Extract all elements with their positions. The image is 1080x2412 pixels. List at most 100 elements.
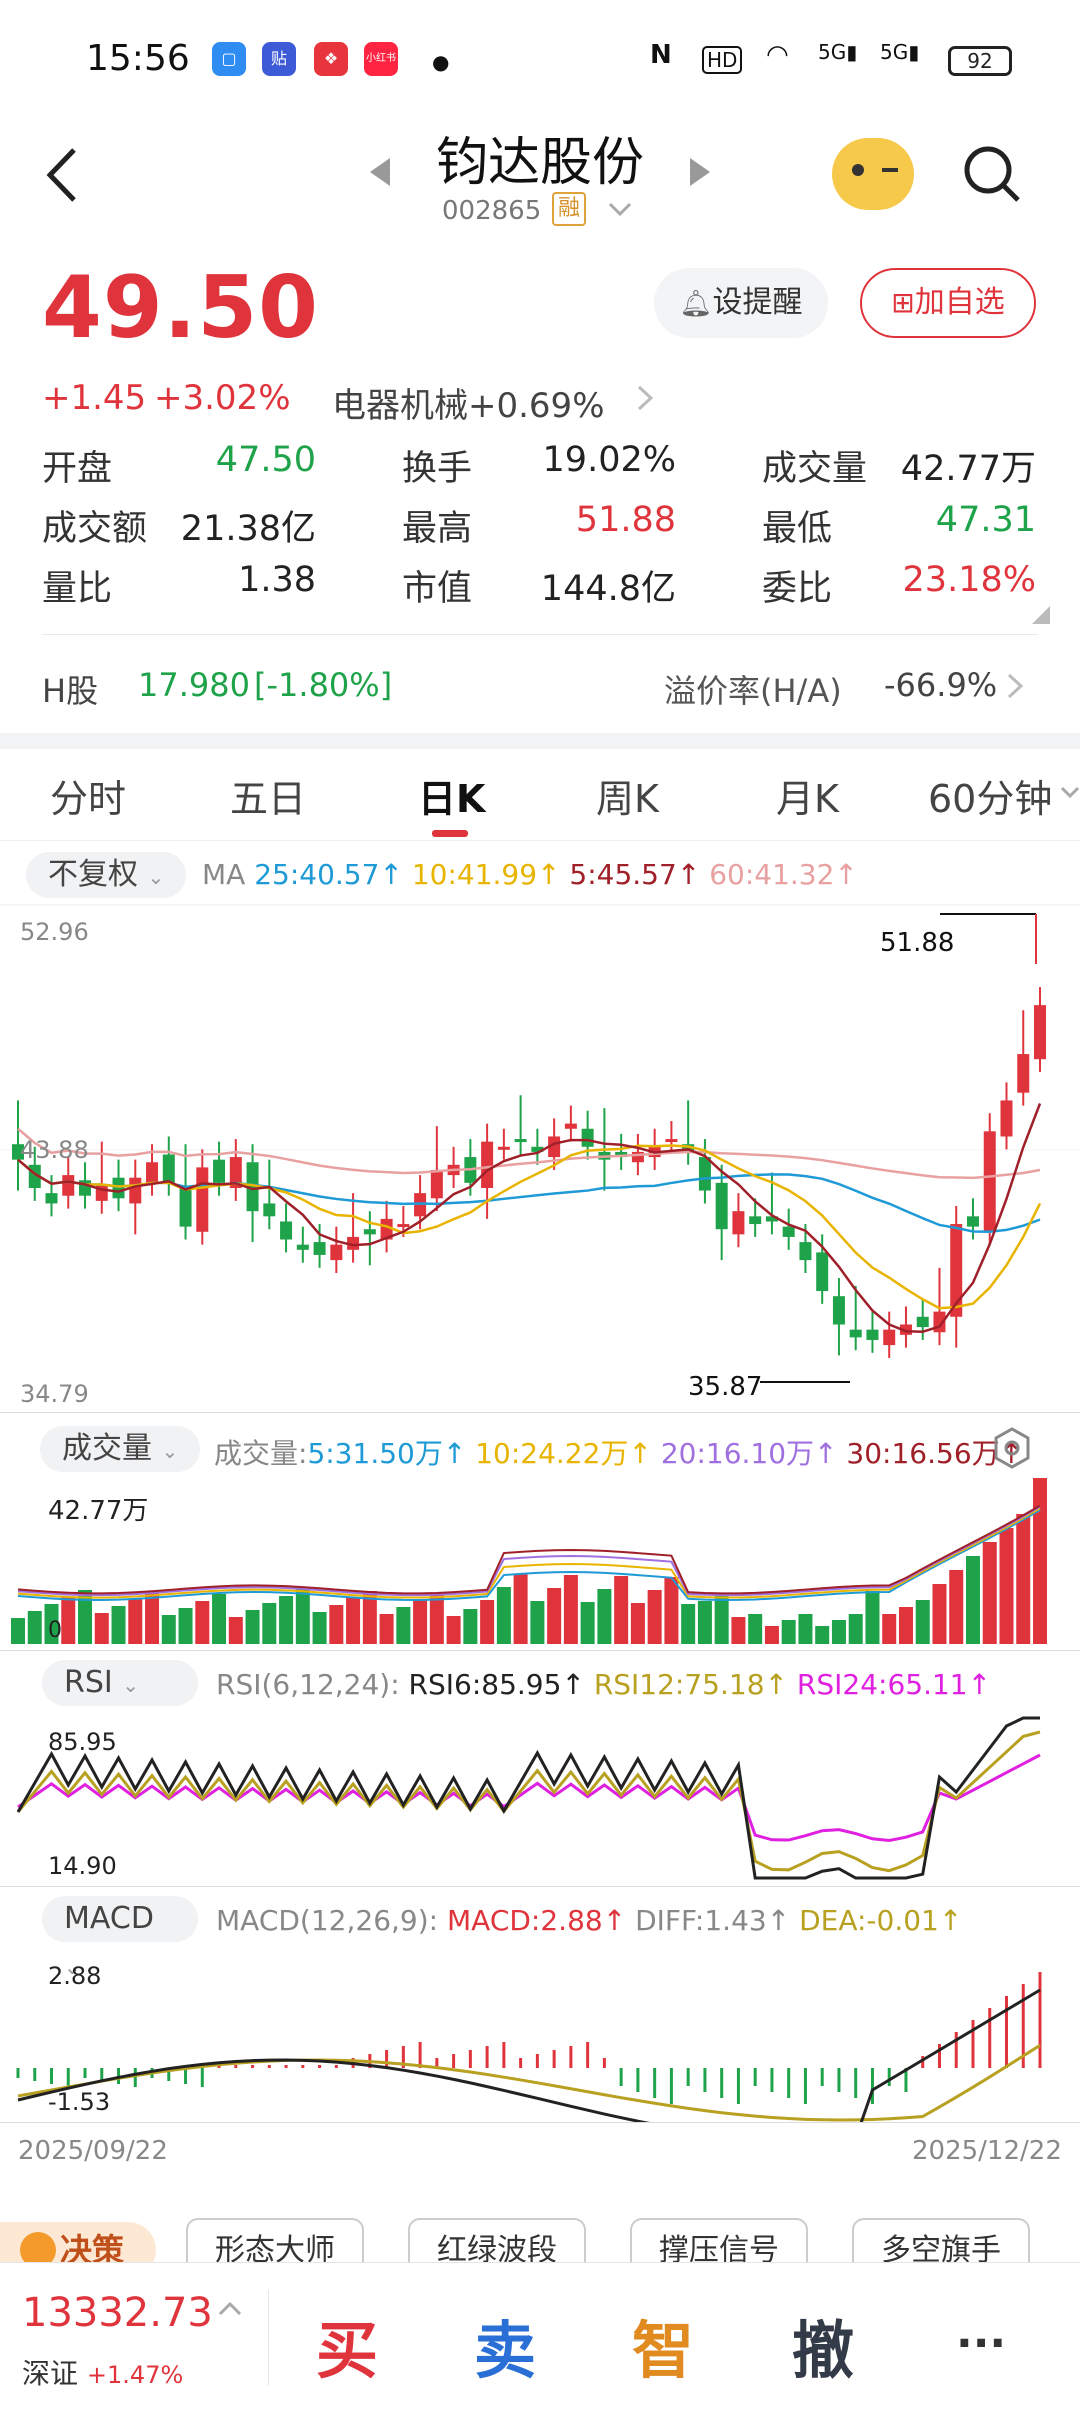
candle-body <box>179 1187 192 1227</box>
volume-bar <box>379 1614 394 1644</box>
status-time: 15:56 <box>86 38 190 79</box>
macd-bar <box>1021 1984 1025 2068</box>
kline-chart[interactable] <box>0 904 1080 1412</box>
back-icon[interactable] <box>44 146 84 204</box>
candle-body <box>330 1244 343 1261</box>
stat-label: 最高 <box>402 509 473 549</box>
candle-body <box>682 1144 695 1152</box>
set-alert-button[interactable]: 🔔︎设提醒 <box>654 268 828 338</box>
stat-value: 19.02% <box>542 440 676 480</box>
macd-bar <box>586 2042 590 2068</box>
volume-legend: 成交量:5:31.50万↑ 10:24.22万↑ 20:16.10万↑ 30:1… <box>214 1432 1023 1472</box>
macd-bar <box>636 2068 640 2092</box>
stat-label: 市值 <box>402 569 473 609</box>
stat-label: 委比 <box>762 569 833 609</box>
candle-body <box>1000 1100 1013 1137</box>
tab-intraday[interactable]: 分时 <box>50 777 127 821</box>
macd-label: MACD(12,26,9): <box>216 1904 439 1937</box>
prev-stock-icon[interactable] <box>368 156 392 188</box>
rsi-chart[interactable] <box>0 1712 1080 1884</box>
candle-body <box>1017 1054 1030 1093</box>
candle-body <box>1034 1005 1046 1060</box>
volume-bar <box>748 1614 763 1644</box>
volume-bar <box>798 1614 813 1644</box>
volume-bar <box>312 1612 327 1644</box>
volume-label: 成交量: <box>214 1437 308 1470</box>
cancel-order-button[interactable]: 撤 <box>792 2314 855 2387</box>
macd-bar <box>452 2054 456 2068</box>
macd-bar <box>251 2065 255 2068</box>
index-pct: +1.47% <box>86 2361 184 2389</box>
search-icon[interactable] <box>962 144 1022 204</box>
ma-legend: MA 25:40.57↑ 10:41.99↑ 5:45.57↑ 60:41.32… <box>202 858 858 891</box>
tab-weekly-k[interactable]: 周K <box>596 777 659 821</box>
macd-bar <box>803 2068 807 2104</box>
volume-bar <box>932 1584 947 1644</box>
sector-link[interactable]: 电器机械+0.69% <box>332 378 605 427</box>
volume-bar <box>480 1600 495 1644</box>
rsi6: RSI6:85.95↑ <box>408 1668 585 1701</box>
candle-body <box>548 1136 561 1158</box>
tab-60min[interactable]: 60分钟 <box>928 777 1053 821</box>
macd-bar <box>954 2032 958 2068</box>
macd-bar <box>318 2065 322 2068</box>
macd-bar <box>519 2058 523 2068</box>
more-button[interactable]: ··· <box>956 2318 1007 2369</box>
volume-bar <box>999 1528 1014 1644</box>
divider <box>0 1886 1080 1887</box>
stat-value: 1.38 <box>238 560 316 600</box>
macd-bar <box>988 2008 992 2068</box>
chevron-down-icon[interactable] <box>1060 786 1080 800</box>
rsi-dropdown[interactable]: RSI ⌄ <box>42 1660 198 1706</box>
chevron-down-icon: ⌄ <box>147 865 165 889</box>
volume-dropdown[interactable]: 成交量 ⌄ <box>40 1426 201 1472</box>
divider <box>42 634 1038 635</box>
chevron-down-icon[interactable] <box>608 200 632 218</box>
stat-label: 量比 <box>42 569 113 609</box>
app-heart-icon: ❖ <box>314 42 348 76</box>
expand-corner-icon[interactable] <box>1032 606 1050 624</box>
candle-body <box>430 1169 443 1199</box>
macd-bar <box>569 2046 573 2068</box>
smart-button[interactable]: 智 <box>632 2314 695 2387</box>
chevron-right-icon <box>637 385 654 411</box>
macd-bar <box>133 2068 137 2087</box>
tab-five-day[interactable]: 五日 <box>230 777 307 821</box>
tab-monthly-k[interactable]: 月K <box>776 777 839 821</box>
candle-body <box>832 1296 845 1325</box>
macd-chip-label: MACD <box>64 1901 154 1936</box>
stat-label: 最低 <box>762 509 833 549</box>
macd-chart[interactable] <box>0 1950 1080 2122</box>
volume-ma-line <box>17 1504 1041 1595</box>
macd-bar <box>334 2065 338 2068</box>
xiaohongshu-icon: 小红书 <box>364 42 398 76</box>
candle-body <box>715 1182 728 1230</box>
settings-hex-icon[interactable] <box>992 1426 1032 1470</box>
vol-ma-20: 20:16.10万↑ <box>660 1437 838 1470</box>
candle-body <box>615 1151 628 1158</box>
index-value[interactable]: 13332.73 <box>22 2290 213 2336</box>
h-share-row[interactable]: H股 17.980 [-1.80%] 溢价率(H/A) -66.9% <box>0 648 1080 728</box>
macd-bar <box>653 2068 657 2098</box>
candle-body <box>514 1139 527 1143</box>
tab-daily-k[interactable]: 日K <box>418 777 486 821</box>
chevron-up-icon[interactable] <box>218 2300 242 2316</box>
macd-bar <box>619 2068 623 2086</box>
candle-body <box>631 1151 644 1163</box>
stat-label: 成交量 <box>762 449 868 489</box>
mascot-avatar[interactable] <box>832 138 914 210</box>
adjust-dropdown[interactable]: 不复权 ⌄ <box>26 852 187 898</box>
candle-body <box>481 1141 494 1188</box>
volume-bar <box>212 1594 227 1644</box>
volume-bar <box>44 1604 59 1644</box>
macd-bar <box>83 2068 87 2078</box>
macd-dropdown[interactable]: MACD ⌄ <box>42 1896 198 1979</box>
add-watchlist-button[interactable]: ⊞加自选 <box>860 268 1036 338</box>
volume-bar <box>982 1542 997 1644</box>
buy-button[interactable]: 买 <box>316 2314 379 2387</box>
tieba-icon: 贴 <box>262 42 296 76</box>
sell-button[interactable]: 卖 <box>474 2314 537 2387</box>
next-stock-icon[interactable] <box>688 156 712 188</box>
macd-bar <box>720 2068 724 2098</box>
volume-chart[interactable] <box>0 1476 1080 1648</box>
